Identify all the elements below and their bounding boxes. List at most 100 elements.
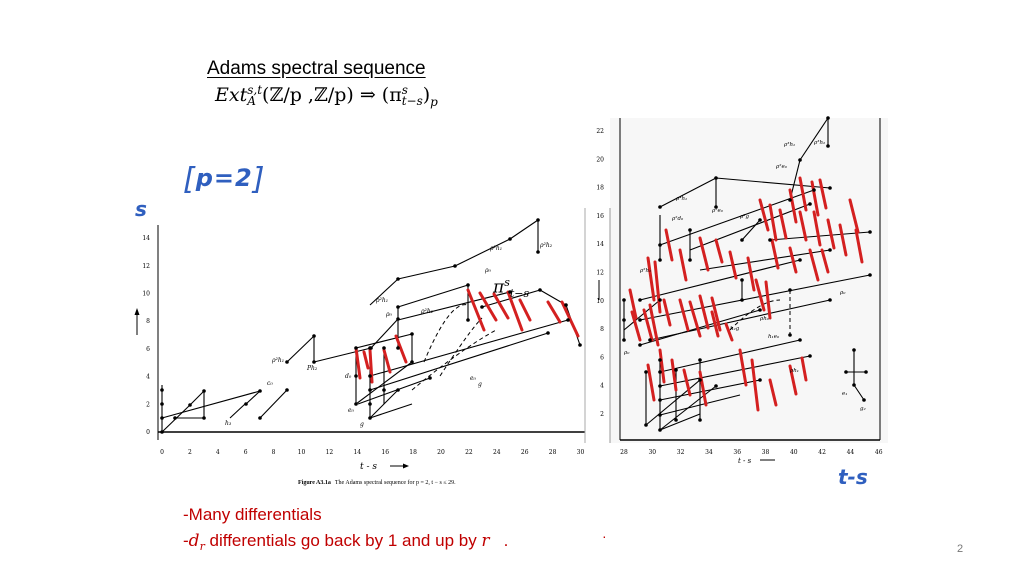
right-y-tick: 6	[600, 354, 604, 361]
right-y-tick: 20	[596, 156, 604, 163]
ext-class-dot	[864, 370, 868, 374]
right-y-tick: 18	[596, 185, 604, 192]
ext-class-dot	[698, 358, 702, 362]
ext-class-dot	[410, 332, 414, 336]
left-x-tick: 12	[326, 449, 334, 456]
left-x-tick: 10	[298, 449, 306, 456]
right-y-tick: 12	[596, 270, 604, 277]
left-y-tick: 6	[146, 346, 150, 353]
ext-class-dot	[396, 346, 400, 350]
ext-class-dot	[638, 298, 642, 302]
pi-indices: s t−s	[401, 84, 423, 108]
ext-class-dot	[354, 402, 358, 406]
right-x-tick-labels: 28 30 32 34 36 38 40 42 44 46	[620, 449, 883, 456]
ext-class-dot	[658, 384, 662, 388]
left-x-tick: 16	[381, 449, 389, 456]
left-chart-caption: Figure A3.1a The Adams spectral sequence …	[298, 479, 456, 486]
ext-class-dot	[638, 343, 642, 347]
ext-class-dot	[428, 376, 432, 380]
ext-sup: s,t	[247, 83, 263, 97]
bullet-list: -Many differentials -dr differentials go…	[183, 502, 508, 560]
svg-text:ρh₁: ρh₁	[789, 368, 799, 374]
ext-class-dot	[160, 402, 164, 406]
ext-class-dot	[714, 205, 718, 209]
ext-class-dot	[798, 258, 802, 262]
ext-class-dot	[758, 218, 762, 222]
ext-class-dot	[508, 237, 512, 241]
ext-class-dot	[368, 416, 372, 420]
ext-class-dot	[202, 389, 206, 393]
ext-class-dot	[758, 308, 762, 312]
ext-class-dot	[812, 188, 816, 192]
right-chart-dots	[622, 116, 872, 432]
right-x-tick: 44	[847, 449, 855, 456]
ext-class-dot	[622, 318, 626, 322]
right-x-tick: 46	[875, 449, 883, 456]
bullet-2-dash: -	[183, 531, 189, 550]
ext-class-dot	[578, 343, 582, 347]
ext-class-dot	[354, 346, 358, 350]
right-y-tick: 2	[600, 411, 604, 418]
svg-text:e₀: e₀	[348, 407, 355, 414]
ext-class-dot	[536, 250, 540, 254]
pi-stable-overlay: πst−s	[493, 276, 529, 300]
ext-class-dot	[808, 354, 812, 358]
right-y-tick: 8	[600, 326, 604, 333]
left-x-tick: 14	[353, 449, 361, 456]
svg-text:ρ²e₀: ρ²e₀	[775, 163, 788, 170]
bullet-2-r: r	[481, 531, 490, 551]
adams-formula: Ext s,t A (ℤ/p ,ℤ/p) ⇒ (π s t−s)p	[215, 84, 438, 109]
svg-text:ρ²h₁: ρ²h₁	[375, 297, 388, 304]
bullet-2-d: d	[188, 531, 200, 551]
right-y-tick: 10	[596, 298, 604, 305]
ext-sub: A	[247, 94, 256, 108]
ext-class-dot	[566, 318, 570, 322]
pi-sub: t−s	[401, 94, 423, 108]
ext-class-dot	[546, 331, 550, 335]
svg-text:ρh₀: ρh₀	[759, 316, 770, 322]
bullet-1: -Many differentials	[183, 505, 322, 524]
left-y-arrowhead	[134, 308, 140, 315]
stray-dot: ·	[602, 528, 607, 544]
svg-text:ρ₀: ρ₀	[839, 290, 846, 296]
p-label-text: p=2	[195, 164, 253, 192]
left-x-tick: 28	[549, 449, 557, 456]
ext-class-dot	[466, 318, 470, 322]
left-x-axis-label: t - s	[360, 462, 377, 472]
ext-class-dot	[410, 360, 414, 364]
ext-class-dot	[258, 389, 262, 393]
ts-axis-handwritten: t-s	[838, 465, 868, 489]
ext-class-dot	[658, 258, 662, 262]
ext-class-dot	[160, 416, 164, 420]
ext-class-dot	[396, 277, 400, 281]
bullet-2-r-sub: r	[199, 540, 205, 554]
right-y-tick: 4	[600, 383, 604, 390]
svg-text:g₂: g₂	[860, 406, 866, 412]
svg-text:Ph₂: Ph₂	[306, 365, 318, 372]
ext-class-dot	[688, 228, 692, 232]
ext-class-dot	[396, 317, 400, 321]
svg-text:ρ²g: ρ²g	[739, 213, 749, 220]
caption-figure-number: Figure A3.1a	[298, 480, 331, 486]
ext-class-dot	[368, 346, 372, 350]
ext-class-dot	[354, 374, 358, 378]
left-chart-dashed-lines	[411, 304, 497, 391]
left-chart-lines	[161, 219, 581, 433]
left-x-tick: 20	[437, 449, 445, 456]
ext-class-dot	[622, 298, 626, 302]
ext-class-dot	[852, 348, 856, 352]
ext-class-dot	[312, 334, 316, 338]
right-y-tick: 22	[596, 128, 604, 135]
page-number: 2	[957, 543, 964, 555]
ext-class-dot	[868, 230, 872, 234]
left-x-tick: 18	[409, 449, 417, 456]
left-x-tick: 30	[577, 449, 585, 456]
right-chart-dashed-lines	[729, 290, 791, 335]
pi-overlay-sup: s	[504, 276, 510, 289]
right-x-tick: 32	[677, 449, 685, 456]
p-equals-2-label: [p=2]	[183, 162, 266, 197]
